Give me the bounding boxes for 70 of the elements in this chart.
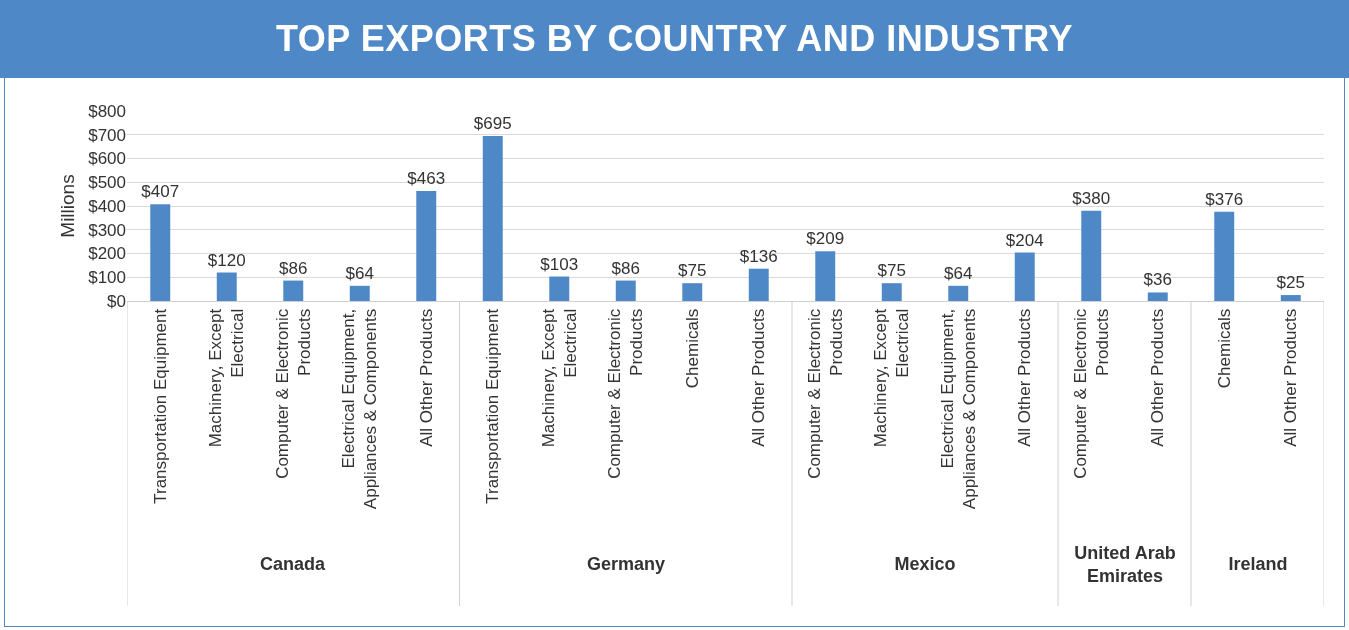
x-tick-label: Electrical Equipment, Appliances & Components	[339, 308, 381, 510]
chart-title: TOP EXPORTS BY COUNTRY AND INDUSTRY	[0, 0, 1349, 78]
y-tick-label: $0	[107, 291, 126, 311]
data-label: $86	[279, 258, 308, 278]
data-label: $380	[1072, 188, 1111, 208]
y-axis-title: Millions	[57, 174, 79, 238]
text: Ireland	[1228, 554, 1288, 574]
y-tick-label: $500	[88, 173, 126, 193]
data-label: $204	[1005, 230, 1044, 250]
data-label: $64	[345, 263, 374, 283]
bar	[881, 283, 902, 301]
bar	[948, 285, 969, 301]
bar	[815, 251, 836, 301]
bar	[416, 191, 437, 301]
x-tick-label: Chemicals	[682, 308, 702, 389]
x-tick-label: All Other Products	[1281, 308, 1301, 447]
x-tick-label: Electrical Equipment, Appliances & Components	[937, 308, 979, 510]
x-tick-label: Machinery, Except Electrical	[538, 308, 580, 448]
x-tick-label: All Other Products	[1148, 308, 1168, 447]
data-label: $75	[877, 261, 906, 281]
bar	[482, 135, 503, 301]
y-tick-label: $600	[88, 149, 126, 169]
x-tick-label: All Other Products	[416, 308, 436, 447]
data-label: $136	[739, 246, 778, 266]
x-tick-label: Chemicals	[1214, 308, 1234, 389]
data-label: $36	[1143, 270, 1172, 290]
bar	[283, 280, 304, 301]
data-label: $209	[806, 229, 845, 249]
data-label: $407	[141, 182, 180, 202]
bar	[682, 283, 703, 301]
data-label: $103	[540, 254, 579, 274]
bar	[1147, 292, 1168, 301]
bar	[1280, 295, 1301, 301]
bar	[1014, 252, 1035, 301]
bar	[748, 268, 769, 301]
data-label: $86	[611, 258, 640, 278]
y-tick-label: $200	[88, 244, 126, 264]
data-label: $25	[1276, 273, 1305, 293]
bar	[615, 280, 636, 301]
bar	[549, 276, 570, 301]
data-label: $376	[1205, 189, 1244, 209]
x-tick-label: Computer & Electronic Products	[605, 308, 647, 479]
bar	[1214, 211, 1235, 301]
y-tick-label: $800	[88, 101, 126, 121]
x-tick-label: Computer & Electronic Products	[272, 308, 314, 479]
bar	[150, 204, 171, 301]
data-label: $463	[407, 169, 446, 189]
y-tick-label: $400	[88, 196, 126, 216]
x-tick-label: Machinery, Except Electrical	[871, 308, 913, 448]
text: United Arab Emirates	[1074, 543, 1176, 587]
x-tick-label: Transportation Equipment	[150, 308, 170, 504]
y-tick-label: $300	[88, 220, 126, 240]
text: Canada	[259, 554, 327, 574]
text: Germany	[586, 554, 666, 574]
x-tick-label: Computer & Electronic Products	[804, 308, 846, 479]
bar	[349, 285, 370, 301]
data-label: $64	[944, 263, 973, 283]
text: Mexico	[894, 554, 956, 574]
bar	[1081, 210, 1102, 301]
y-tick-label: $100	[88, 268, 126, 288]
data-label: $75	[678, 261, 707, 281]
x-tick-label: Transportation Equipment	[483, 308, 503, 504]
bar	[216, 272, 237, 301]
data-label: $695	[473, 113, 512, 133]
x-tick-label: Machinery, Except Electrical	[206, 308, 248, 448]
x-tick-label: All Other Products	[749, 308, 769, 447]
data-label: $120	[207, 250, 246, 270]
y-tick-label: $700	[88, 125, 126, 145]
x-tick-label: Computer & Electronic Products	[1070, 308, 1112, 479]
x-tick-label: All Other Products	[1015, 308, 1035, 447]
